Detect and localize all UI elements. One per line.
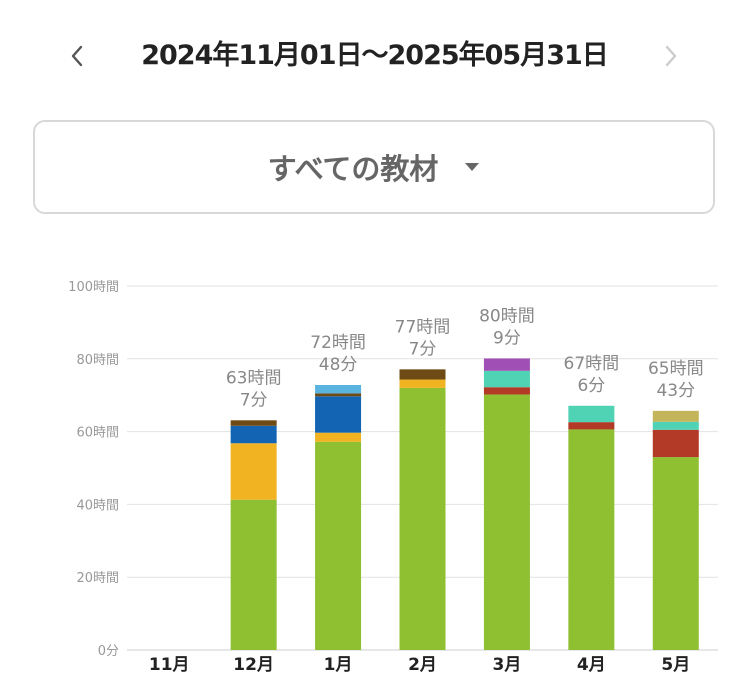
bar-segment [568, 405, 615, 423]
y-tick-label: 40時間 [76, 498, 119, 513]
bar-segment [399, 387, 446, 650]
x-tick-label: 2月 [408, 655, 437, 675]
bar-segment [315, 385, 362, 394]
bar-segment [315, 393, 362, 397]
total-label: 9分 [493, 328, 521, 348]
x-tick-label: 1月 [324, 655, 353, 675]
bar-segment [652, 429, 699, 458]
total-label: 63時間 [226, 368, 282, 388]
total-label: 7分 [240, 390, 268, 410]
y-tick-label: 0分 [98, 644, 119, 659]
bar-segment [652, 421, 699, 430]
y-tick-label: 20時間 [76, 571, 119, 586]
bar-segment [652, 410, 699, 422]
bar-segment [399, 369, 446, 380]
bar-segment [568, 429, 615, 650]
bar-segment [483, 358, 530, 371]
bar-segment [230, 443, 277, 500]
y-tick-label: 80時間 [76, 353, 119, 368]
x-tick-label: 3月 [493, 655, 522, 675]
total-label: 65時間 [648, 359, 704, 379]
x-tick-label: 4月 [577, 655, 606, 675]
total-label: 6分 [577, 376, 605, 396]
bar-segment [652, 457, 699, 650]
bar-segment [483, 394, 530, 650]
bar-segment [230, 499, 277, 650]
total-label: 48分 [319, 355, 358, 375]
material-filter-dropdown[interactable]: すべての教材 [33, 120, 715, 214]
bar-segment [483, 387, 530, 395]
caret-down-icon [465, 163, 480, 171]
y-tick-label: 60時間 [76, 426, 119, 441]
date-range-title: 2024年11月01日〜2025年05月31日 [141, 40, 609, 71]
next-period-button[interactable] [650, 36, 690, 76]
period-header: 2024年11月01日〜2025年05月31日 [0, 0, 749, 110]
y-tick-label: 100時間 [68, 280, 119, 295]
x-tick-label: 11月 [149, 655, 190, 675]
material-filter-label: すべての教材 [267, 152, 439, 186]
bar-segment [315, 396, 362, 433]
chevron-right-icon [665, 45, 677, 67]
bar-segment [315, 432, 362, 442]
x-tick-label: 5月 [661, 655, 690, 675]
total-label: 67時間 [564, 354, 620, 374]
bar-segment [230, 425, 277, 444]
bar-segment [483, 370, 530, 388]
bar-segment [230, 420, 277, 426]
total-label: 72時間 [310, 333, 366, 353]
chevron-left-icon [71, 45, 83, 67]
bar-segment [315, 441, 362, 650]
total-label: 77時間 [395, 317, 451, 337]
previous-period-button[interactable] [58, 36, 98, 76]
total-label: 80時間 [479, 306, 535, 326]
total-label: 43分 [656, 381, 695, 401]
bar-segment [399, 379, 446, 388]
x-tick-label: 12月 [233, 655, 274, 675]
bar-segment [568, 422, 615, 430]
total-label: 7分 [409, 339, 437, 359]
